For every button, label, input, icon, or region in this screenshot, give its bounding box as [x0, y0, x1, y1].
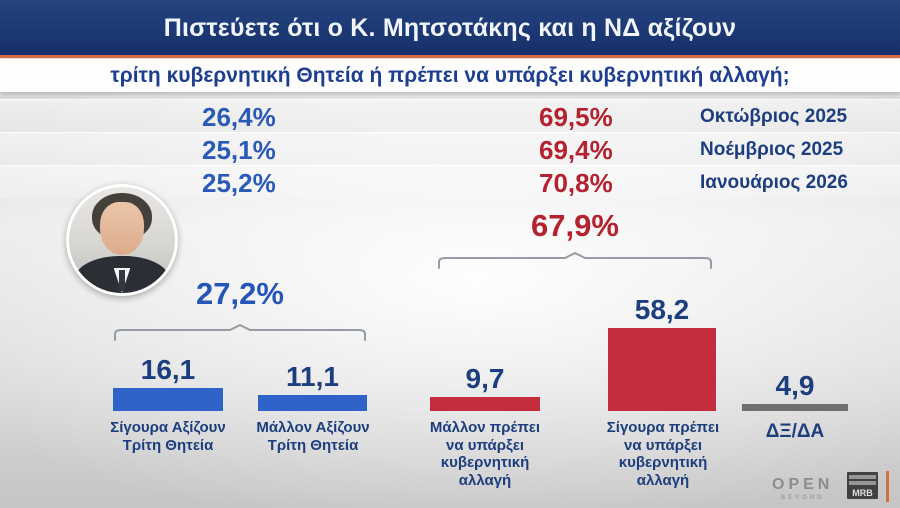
- bar-label: Μάλλον Αξίζουν Τρίτη Θητεία: [256, 419, 370, 454]
- bar-value: 58,2: [634, 294, 690, 325]
- orange-divider: [0, 55, 900, 58]
- bar-value: 16,1: [140, 354, 196, 385]
- divider-highlight: [0, 58, 900, 59]
- bar-fill-gray: [742, 404, 848, 411]
- change-pct: 69,5%: [539, 102, 613, 132]
- trend-table: 26,4% 69,5% Οκτώβριος 2025 25,1% 69,4% Ν…: [0, 99, 900, 198]
- change-pct: 69,4%: [539, 135, 613, 165]
- portrait-tie: [119, 269, 125, 291]
- portrait-photo: [69, 187, 175, 293]
- page-subtitle: τρίτη κυβερνητική Θητεία ή πρέπει να υπά…: [110, 64, 790, 87]
- third-term-total: 27,2%: [196, 276, 284, 311]
- bar-value: 4,9: [775, 370, 815, 401]
- third-term-pct: 26,4%: [202, 102, 276, 132]
- table-row: 25,1% 69,4% Νοέμβριος 2025: [0, 132, 900, 165]
- subtitle-band: τρίτη κυβερνητική Θητεία ή πρέπει να υπά…: [0, 59, 900, 92]
- mrb-stripe: [849, 481, 876, 485]
- change-pct: 70,8%: [539, 168, 613, 198]
- bar-column: 9,7: [430, 365, 540, 411]
- open-logo-beyond: BEYOND: [780, 495, 825, 501]
- bar-label: Μάλλον πρέπει να υπάρξει κυβερνητική αλλ…: [429, 419, 541, 490]
- bar-column: 11,1: [258, 363, 367, 411]
- header-band: Πιστεύετε ότι ο Κ. Μητσοτάκης και η ΝΔ α…: [0, 0, 900, 55]
- mrb-logo-text: MRB: [852, 488, 873, 498]
- change-total: 67,9%: [531, 208, 619, 243]
- bar-column: 16,1: [113, 356, 223, 411]
- open-logo-text: OPEN: [772, 476, 834, 493]
- group-bracket-blue: [114, 324, 366, 341]
- month-label: Νοέμβριος 2025: [700, 139, 844, 160]
- third-term-pct: 25,2%: [202, 168, 276, 198]
- mitsotakis-portrait: [66, 184, 178, 296]
- group-bracket-red: [438, 252, 712, 269]
- bar-value: 11,1: [286, 361, 339, 392]
- bar-fill-red: [430, 397, 540, 411]
- bar-fill-blue: [258, 395, 367, 411]
- bar-value: 9,7: [465, 363, 505, 394]
- bar-column: 4,9: [742, 372, 848, 411]
- bar-label: Σίγουρα πρέπει να υπάρξει κυβερνητική αλ…: [606, 419, 720, 490]
- open-tv-logo: OPEN BEYOND: [772, 476, 834, 502]
- table-row: 26,4% 69,5% Οκτώβριος 2025: [0, 99, 900, 132]
- table-row: 25,2% 70,8% Ιανουάριος 2026: [0, 165, 900, 198]
- portrait-face: [99, 201, 145, 255]
- orange-accent-bar: [886, 471, 889, 502]
- bar-label: ΔΞ/ΔΑ: [765, 421, 825, 442]
- mrb-logo: MRB: [847, 472, 878, 499]
- month-label: Οκτώβριος 2025: [700, 106, 848, 127]
- month-label: Ιανουάριος 2026: [700, 172, 848, 193]
- bar-fill-blue: [113, 388, 223, 411]
- mrb-stripe: [849, 475, 876, 479]
- bar-fill-red: [608, 328, 716, 411]
- page-title: Πιστεύετε ότι ο Κ. Μητσοτάκης και η ΝΔ α…: [163, 14, 737, 42]
- bar-label: Σίγουρα Αξίζουν Τρίτη Θητεία: [110, 419, 226, 454]
- bar-column: 58,2: [608, 296, 716, 411]
- third-term-pct: 25,1%: [202, 135, 276, 165]
